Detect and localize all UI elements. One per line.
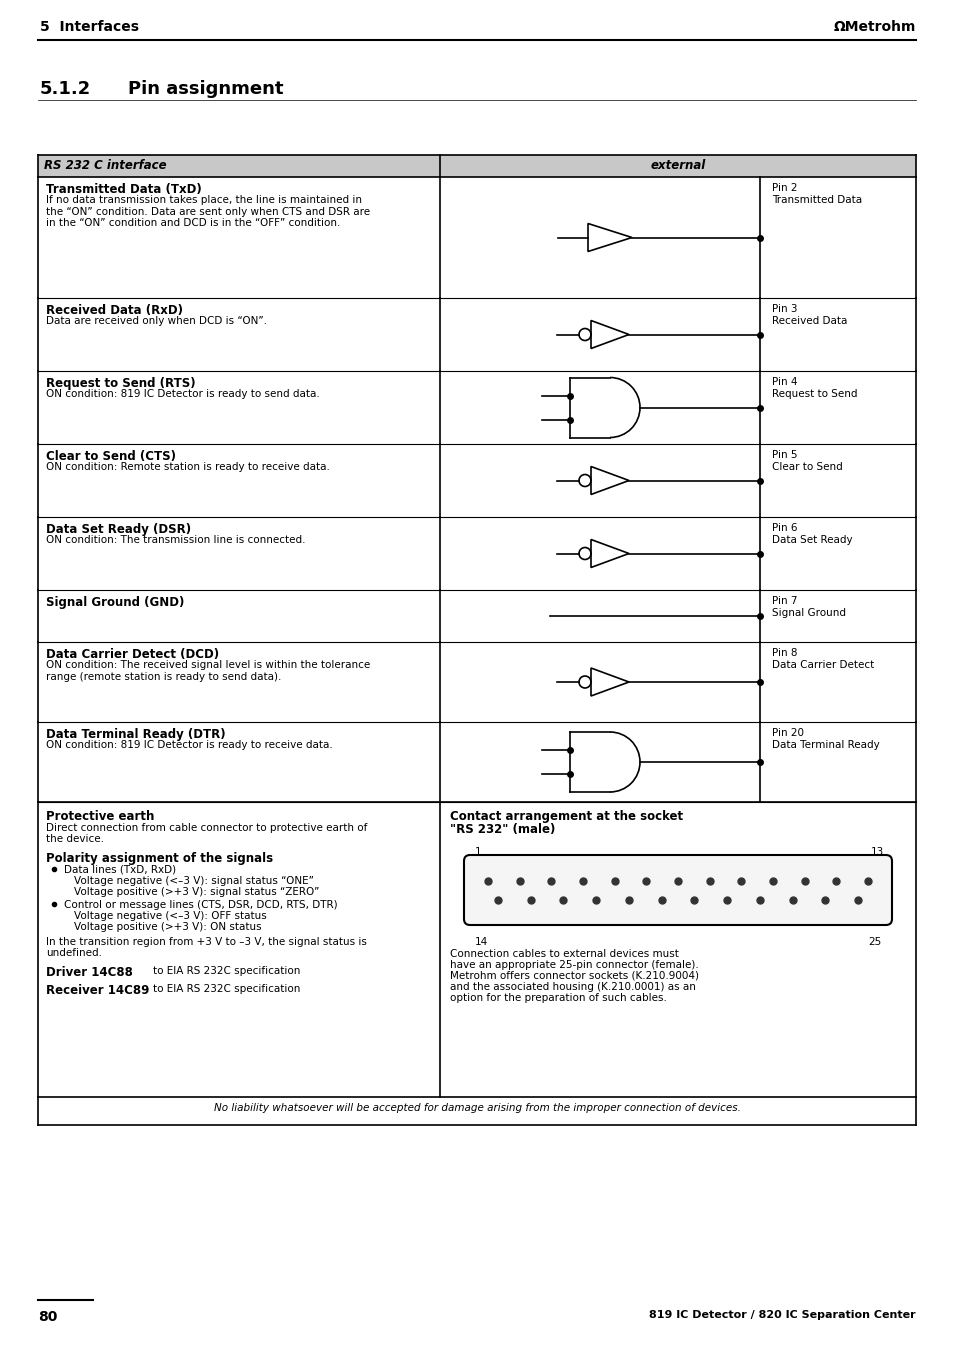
Text: Metrohm offers connector sockets (K.210.9004): Metrohm offers connector sockets (K.210.…: [450, 971, 699, 981]
Bar: [38, 155, 915, 177]
Text: Signal Ground (GND): Signal Ground (GND): [46, 596, 184, 609]
Text: Request to Send: Request to Send: [771, 389, 857, 399]
Text: and the associated housing (K.210.0001) as an: and the associated housing (K.210.0001) …: [450, 982, 695, 992]
Text: option for the preparation of such cables.: option for the preparation of such cable…: [450, 993, 666, 1002]
Text: Receiver 14C89: Receiver 14C89: [46, 984, 150, 997]
Text: 14: 14: [475, 938, 488, 947]
FancyBboxPatch shape: [463, 855, 891, 925]
Text: In the transition region from +3 V to –3 V, the signal status is: In the transition region from +3 V to –3…: [46, 938, 367, 947]
Text: Voltage negative (<–3 V): signal status “ONE”: Voltage negative (<–3 V): signal status …: [74, 875, 314, 886]
Text: Data are received only when DCD is “ON”.: Data are received only when DCD is “ON”.: [46, 316, 267, 326]
Text: Pin 2: Pin 2: [771, 182, 797, 193]
Text: "RS 232" (male): "RS 232" (male): [450, 823, 555, 836]
Text: to EIA RS 232C specification: to EIA RS 232C specification: [152, 984, 300, 994]
Text: Direct connection from cable connector to protective earth of: Direct connection from cable connector t…: [46, 823, 367, 834]
Text: ON condition: The received signal level is within the tolerance
range (remote st: ON condition: The received signal level …: [46, 661, 370, 682]
Text: No liability whatsoever will be accepted for damage arising from the improper co: No liability whatsoever will be accepted…: [213, 1102, 740, 1113]
Text: 13: 13: [870, 847, 883, 857]
Text: Clear to Send (CTS): Clear to Send (CTS): [46, 450, 175, 463]
Text: 25: 25: [867, 938, 881, 947]
Text: Pin 7: Pin 7: [771, 596, 797, 607]
Text: Contact arrangement at the socket: Contact arrangement at the socket: [450, 811, 682, 823]
Text: to EIA RS 232C specification: to EIA RS 232C specification: [152, 966, 300, 975]
Text: Data Carrier Detect (DCD): Data Carrier Detect (DCD): [46, 648, 219, 661]
Text: the device.: the device.: [46, 834, 104, 844]
Text: Received Data (RxD): Received Data (RxD): [46, 304, 183, 317]
Text: Protective earth: Protective earth: [46, 811, 154, 823]
Text: Transmitted Data: Transmitted Data: [771, 195, 862, 205]
Text: Data lines (TxD, RxD): Data lines (TxD, RxD): [64, 865, 176, 875]
Text: ON condition: Remote station is ready to receive data.: ON condition: Remote station is ready to…: [46, 462, 330, 471]
Text: Pin assignment: Pin assignment: [128, 80, 283, 99]
Text: 5  Interfaces: 5 Interfaces: [40, 20, 139, 34]
Text: Received Data: Received Data: [771, 316, 846, 326]
Text: 80: 80: [38, 1310, 57, 1324]
Text: Data Terminal Ready (DTR): Data Terminal Ready (DTR): [46, 728, 226, 740]
Text: Pin 8: Pin 8: [771, 648, 797, 658]
Text: Pin 6: Pin 6: [771, 523, 797, 534]
Text: Data Set Ready (DSR): Data Set Ready (DSR): [46, 523, 191, 536]
Text: Pin 4: Pin 4: [771, 377, 797, 386]
Text: Data Carrier Detect: Data Carrier Detect: [771, 661, 873, 670]
Text: Clear to Send: Clear to Send: [771, 462, 841, 471]
Text: Transmitted Data (TxD): Transmitted Data (TxD): [46, 182, 201, 196]
Text: undefined.: undefined.: [46, 948, 102, 958]
Text: ON condition: 819 IC Detector is ready to send data.: ON condition: 819 IC Detector is ready t…: [46, 389, 319, 399]
Text: Pin 20: Pin 20: [771, 728, 803, 738]
Text: Voltage positive (>+3 V): ON status: Voltage positive (>+3 V): ON status: [74, 921, 261, 932]
Text: Control or message lines (CTS, DSR, DCD, RTS, DTR): Control or message lines (CTS, DSR, DCD,…: [64, 900, 337, 911]
Text: 819 IC Detector / 820 IC Separation Center: 819 IC Detector / 820 IC Separation Cent…: [649, 1310, 915, 1320]
Text: Pin 5: Pin 5: [771, 450, 797, 459]
Text: Polarity assignment of the signals: Polarity assignment of the signals: [46, 852, 273, 865]
Text: have an appropriate 25-pin connector (female).: have an appropriate 25-pin connector (fe…: [450, 961, 698, 970]
Text: 5.1.2: 5.1.2: [40, 80, 91, 99]
Text: external: external: [650, 159, 705, 172]
Text: Data Set Ready: Data Set Ready: [771, 535, 852, 544]
Text: Voltage negative (<–3 V): OFF status: Voltage negative (<–3 V): OFF status: [74, 911, 267, 921]
Text: RS 232 C interface: RS 232 C interface: [44, 159, 167, 172]
Text: ON condition: 819 IC Detector is ready to receive data.: ON condition: 819 IC Detector is ready t…: [46, 740, 333, 750]
Text: Signal Ground: Signal Ground: [771, 608, 845, 617]
Text: Driver 14C88: Driver 14C88: [46, 966, 132, 979]
Text: Pin 3: Pin 3: [771, 304, 797, 313]
Text: ON condition: The transmission line is connected.: ON condition: The transmission line is c…: [46, 535, 305, 544]
Text: Voltage positive (>+3 V): signal status “ZERO”: Voltage positive (>+3 V): signal status …: [74, 888, 319, 897]
Text: Request to Send (RTS): Request to Send (RTS): [46, 377, 195, 390]
Text: If no data transmission takes place, the line is maintained in
the “ON” conditio: If no data transmission takes place, the…: [46, 195, 370, 228]
Text: 1: 1: [475, 847, 481, 857]
Text: ΩMetrohm: ΩMetrohm: [833, 20, 915, 34]
Text: Connection cables to external devices must: Connection cables to external devices mu…: [450, 948, 679, 959]
Text: Data Terminal Ready: Data Terminal Ready: [771, 740, 879, 750]
